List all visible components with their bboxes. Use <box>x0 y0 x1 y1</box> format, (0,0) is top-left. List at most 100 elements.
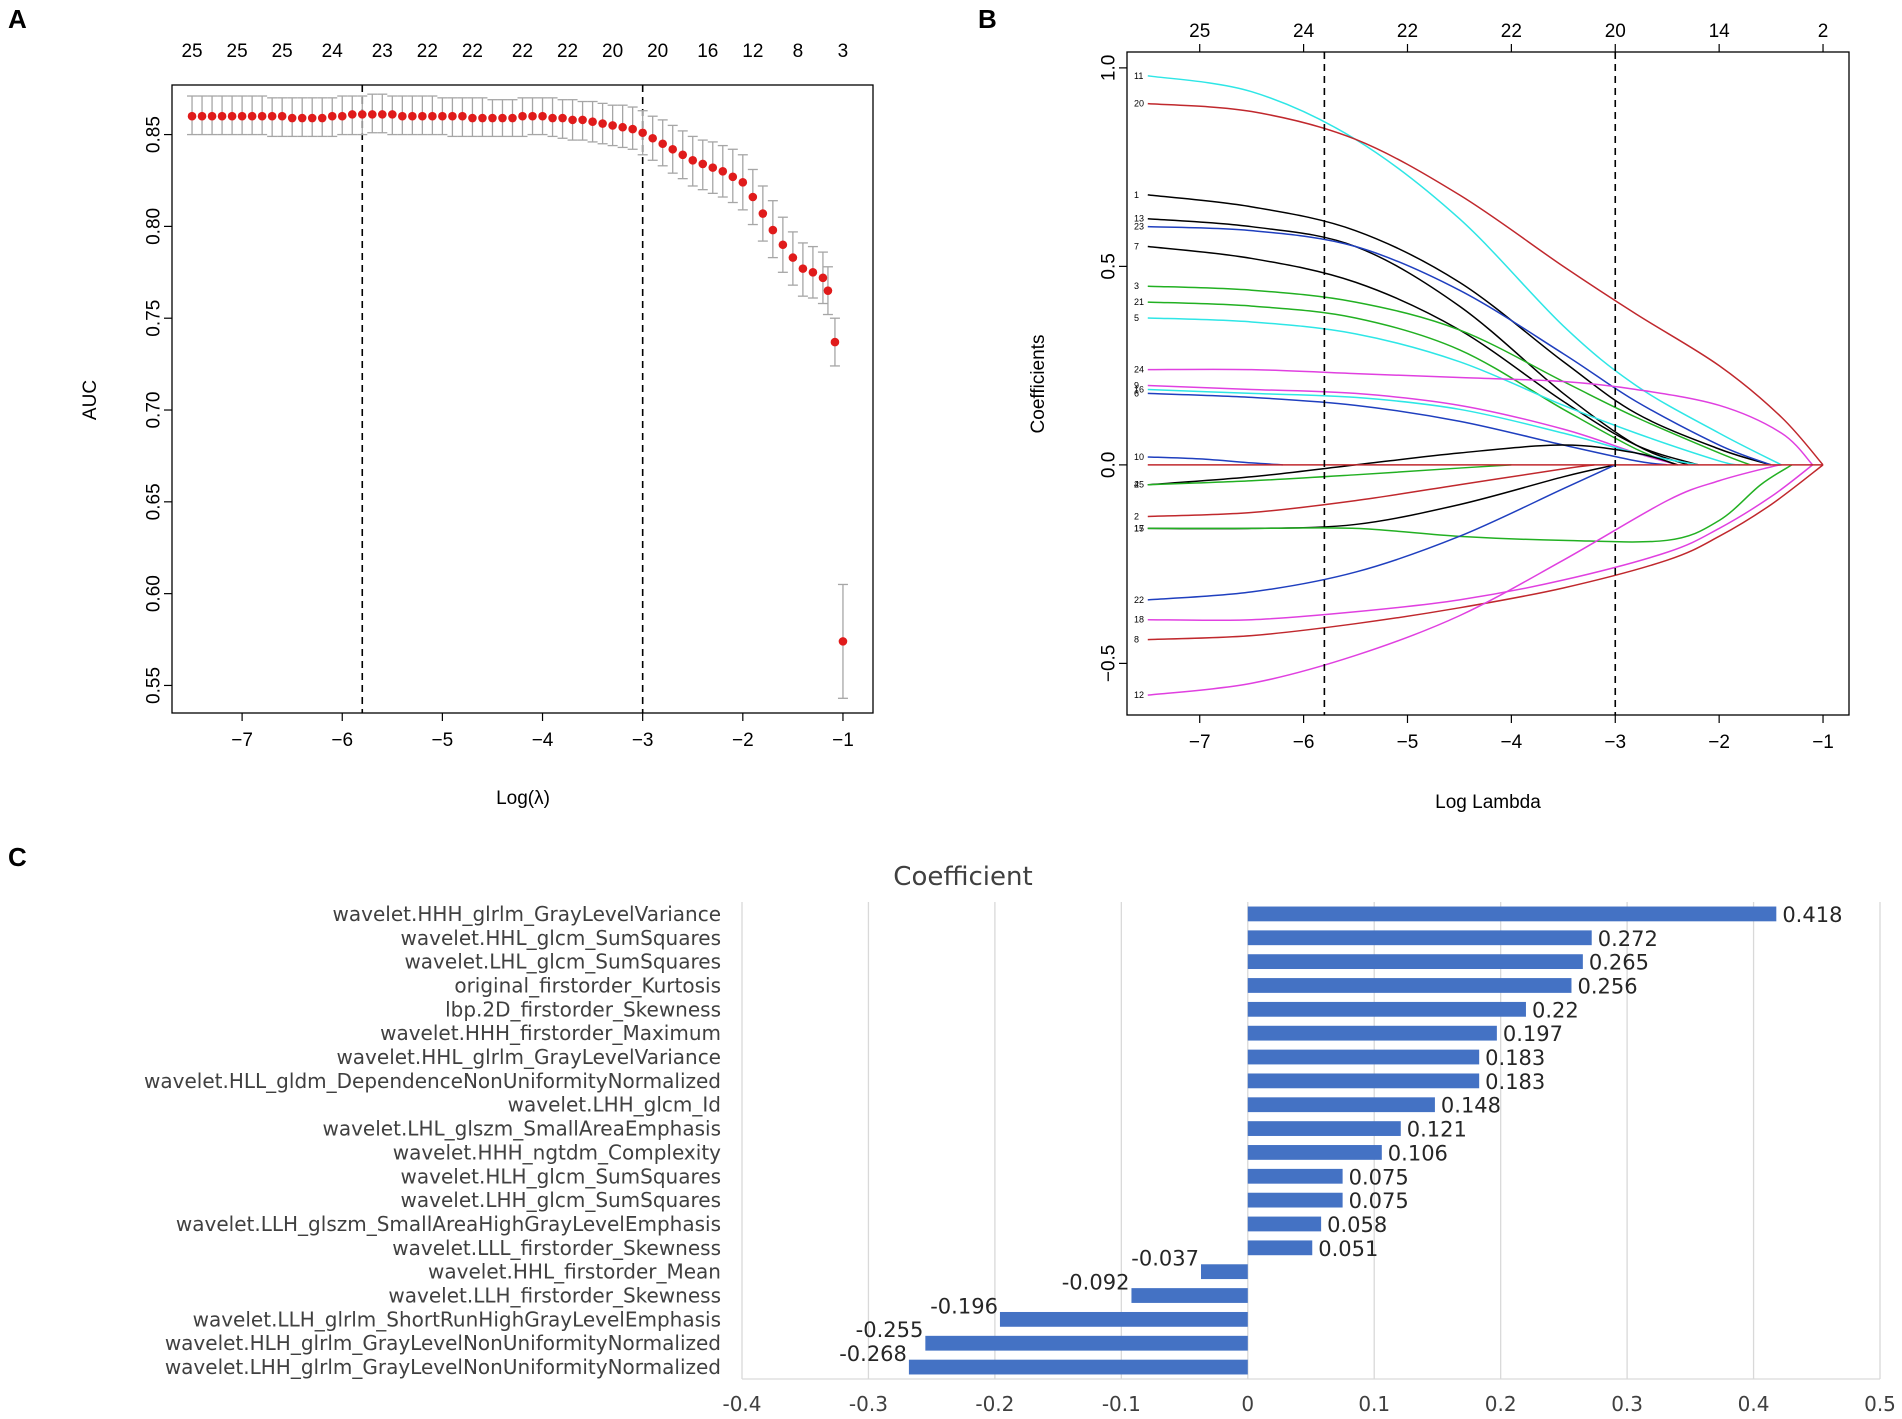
panel-c-xtick-label: 0.4 <box>1738 1392 1770 1416</box>
panel-a-top-label: 25 <box>272 41 293 62</box>
panel-a-top-label: 22 <box>417 41 438 62</box>
panel-a-ytick-label: 0.65 <box>144 483 165 520</box>
panel-a-xtick-label: −4 <box>532 730 554 751</box>
panel-b-top-label: 22 <box>1397 21 1418 42</box>
panel-a-point <box>738 178 748 187</box>
panel-c-value-label: 0.058 <box>1327 1213 1387 1237</box>
panel-c-value-label: 0.075 <box>1349 1189 1409 1213</box>
panel-a-point <box>378 110 387 119</box>
panel-c-xtick-label: 0.3 <box>1611 1392 1643 1416</box>
panel-b-path <box>1147 285 1751 466</box>
panel-b-path-label: 10 <box>1134 452 1144 462</box>
panel-c-value-label: 0.256 <box>1577 974 1637 998</box>
panel-a-top-label: 24 <box>322 41 344 62</box>
panel-a-point <box>758 209 768 218</box>
panel-c-bar <box>1247 954 1583 970</box>
panel-c-value-label: 0.051 <box>1318 1237 1378 1261</box>
panel-c-category-label: wavelet.HLH_glcm_SumSquares <box>401 1164 721 1188</box>
panel-c-xtick-label: 0.5 <box>1864 1392 1896 1416</box>
panel-a-point <box>648 133 657 143</box>
panel-c-value-label: -0.268 <box>839 1342 907 1366</box>
panel-c-bar <box>1247 1121 1401 1136</box>
panel-c-value-label: -0.092 <box>1062 1271 1130 1295</box>
panel-c-category-label: wavelet.HHL_firstorder_Mean <box>428 1260 721 1284</box>
panel-a-point <box>518 111 527 121</box>
panel-a-point <box>478 113 487 123</box>
panel-c-value-label: 0.265 <box>1589 951 1649 975</box>
panel-a-xtick-label: −5 <box>432 730 454 751</box>
panel-b-path <box>1147 217 1689 466</box>
panel-b-ytick-label: 0.5 <box>1099 253 1120 279</box>
panel-a-point <box>408 111 417 121</box>
panel-a-point <box>207 111 217 121</box>
panel-a-point <box>418 111 427 121</box>
panel-c-bar <box>1247 1001 1526 1017</box>
panel-b-path <box>1147 464 1824 641</box>
panel-a-top-label: 25 <box>227 41 248 62</box>
panel-b-ylabel: Coefficients <box>1028 335 1049 434</box>
panel-a-ytick-label: 0.55 <box>144 667 165 704</box>
panel-c-title: Coefficient <box>893 862 1032 892</box>
panel-c-bar <box>1247 1025 1497 1041</box>
panel-c-bar <box>1247 930 1592 946</box>
panel-c-category-label: wavelet.HHH_firstorder_Maximum <box>380 1021 721 1045</box>
panel-b-path-label: 2 <box>1134 511 1139 521</box>
panel-c-value-label: 0.418 <box>1782 903 1842 927</box>
panel-c-category-label: wavelet.LLH_glszm_SmallAreaHighGrayLevel… <box>176 1212 721 1236</box>
panel-a-point <box>217 111 227 121</box>
panel-b-xtick-label: −6 <box>1293 732 1315 753</box>
panel-a-point <box>678 150 688 160</box>
panel-a-point <box>558 113 567 123</box>
panel-b-xtick-label: −4 <box>1501 732 1523 753</box>
panel-c-category-label: wavelet.LHL_glcm_SumSquares <box>404 950 721 974</box>
panel-b-path <box>1147 301 1678 466</box>
panel-b-path-label: 21 <box>1134 297 1144 307</box>
panel-a-point <box>367 110 377 119</box>
panel-b-xtick-label: −7 <box>1189 732 1211 753</box>
panel-a-point <box>718 167 728 176</box>
panel-b-plot-box <box>1126 51 1850 716</box>
panel-b-top-label: 25 <box>1189 21 1210 42</box>
panel-a-ytick-label: 0.75 <box>144 300 165 337</box>
panel-b-path <box>1147 75 1782 466</box>
panel-b-path <box>1147 194 1772 466</box>
panel-a-point <box>568 115 577 125</box>
panel-label-b: B <box>978 4 997 34</box>
panel-a-point <box>458 111 467 121</box>
panel-c-bar <box>1247 1073 1480 1089</box>
panel-c-bar <box>908 1359 1248 1375</box>
panel-b-path-label: 4 <box>1134 480 1139 490</box>
panel-a-ytick-label: 0.70 <box>144 392 165 429</box>
panel-a-point <box>808 267 818 277</box>
panel-c-bar <box>1247 1192 1343 1208</box>
panel-label-c: C <box>8 842 27 872</box>
panel-a-point <box>818 273 828 283</box>
panel-a-point <box>548 113 557 123</box>
panel-b-path-label: 9 <box>1134 380 1139 390</box>
panel-b-xtick-label: −1 <box>1812 732 1834 753</box>
panel-c-bar <box>1247 1049 1480 1065</box>
panel-a-point <box>588 117 597 127</box>
panel-c-category-label: wavelet.HHH_ngtdm_Complexity <box>393 1140 721 1164</box>
panel-a-top-label: 12 <box>742 41 763 62</box>
panel-c-xtick-label: 0.1 <box>1358 1392 1390 1416</box>
panel-b-path-label: 24 <box>1134 365 1144 375</box>
panel-a-point <box>508 113 517 123</box>
panel-a-top-label: 16 <box>697 41 718 62</box>
panel-a-point <box>838 637 848 646</box>
panel-b-path-label: 5 <box>1134 313 1139 323</box>
panel-b-path <box>1147 464 1782 696</box>
panel-c-category-label: wavelet.LLH_glrlm_ShortRunHighGrayLevelE… <box>193 1307 721 1331</box>
panel-b-path <box>1147 317 1741 466</box>
panel-a-xtick-label: −6 <box>331 730 353 751</box>
panel-a-top-label: 3 <box>838 41 849 62</box>
panel-b-path-label: 22 <box>1134 595 1144 605</box>
panel-a-point <box>748 192 758 202</box>
panel-a-top-label: 25 <box>181 41 202 62</box>
panel-a-point <box>227 111 237 121</box>
panel-c-bar <box>1247 1097 1435 1113</box>
panel-a-ytick-label: 0.60 <box>144 575 165 612</box>
panel-b-top-label: 22 <box>1501 21 1522 42</box>
